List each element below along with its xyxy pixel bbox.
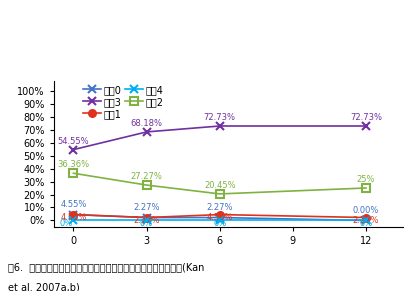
Text: 4.55%: 4.55%: [60, 200, 87, 210]
得分0: [217, 216, 222, 219]
Text: 72.73%: 72.73%: [350, 113, 382, 122]
得分0: [144, 216, 149, 219]
Text: 68.18%: 68.18%: [131, 119, 163, 128]
得分3: [71, 148, 76, 151]
Text: 2.27%: 2.27%: [353, 216, 379, 225]
Text: 54.55%: 54.55%: [58, 137, 89, 146]
得分2: [364, 186, 369, 190]
得分1: [364, 216, 369, 219]
Line: 得分3: 得分3: [69, 122, 370, 154]
得分1: [144, 216, 149, 219]
得分1: [217, 213, 222, 216]
Text: et al. 2007a,b): et al. 2007a,b): [8, 282, 80, 291]
Text: 2.27%: 2.27%: [133, 216, 160, 225]
Text: 4.55%: 4.55%: [60, 213, 87, 222]
得分4: [364, 219, 369, 222]
Text: 20.45%: 20.45%: [204, 181, 236, 190]
得分4: [144, 219, 149, 222]
Text: 4.55%: 4.55%: [207, 213, 233, 222]
Text: 0%: 0%: [140, 219, 153, 228]
得分4: [217, 219, 222, 222]
Line: 得分1: 得分1: [70, 211, 369, 221]
Line: 得分0: 得分0: [69, 210, 370, 225]
得分2: [144, 183, 149, 187]
Text: 图6.  即刻种植与即刻修复后头第一年龈乳丰满度分级的分布变化(Kan: 图6. 即刻种植与即刻修复后头第一年龈乳丰满度分级的分布变化(Kan: [8, 262, 205, 272]
得分0: [364, 219, 369, 222]
得分0: [71, 213, 76, 216]
得分3: [364, 124, 369, 128]
Text: 2.27%: 2.27%: [207, 203, 233, 212]
Text: 0%: 0%: [359, 219, 373, 228]
Line: 得分4: 得分4: [69, 216, 370, 225]
Text: 72.73%: 72.73%: [204, 113, 236, 122]
Text: 25%: 25%: [357, 175, 375, 184]
得分3: [217, 124, 222, 128]
得分2: [71, 171, 76, 175]
Text: 0.00%: 0.00%: [353, 206, 379, 215]
Legend: 得分0, 得分3, 得分1, 得分4, 得分2: 得分0, 得分3, 得分1, 得分4, 得分2: [83, 85, 164, 119]
Text: 27.27%: 27.27%: [131, 172, 163, 181]
Text: 0%: 0%: [213, 219, 226, 228]
得分1: [71, 213, 76, 216]
Line: 得分2: 得分2: [69, 169, 370, 198]
得分4: [71, 219, 76, 222]
Text: 0%: 0%: [59, 219, 73, 228]
得分3: [144, 130, 149, 134]
Text: 36.36%: 36.36%: [57, 160, 90, 169]
得分2: [217, 192, 222, 196]
Text: 2.27%: 2.27%: [133, 203, 160, 212]
